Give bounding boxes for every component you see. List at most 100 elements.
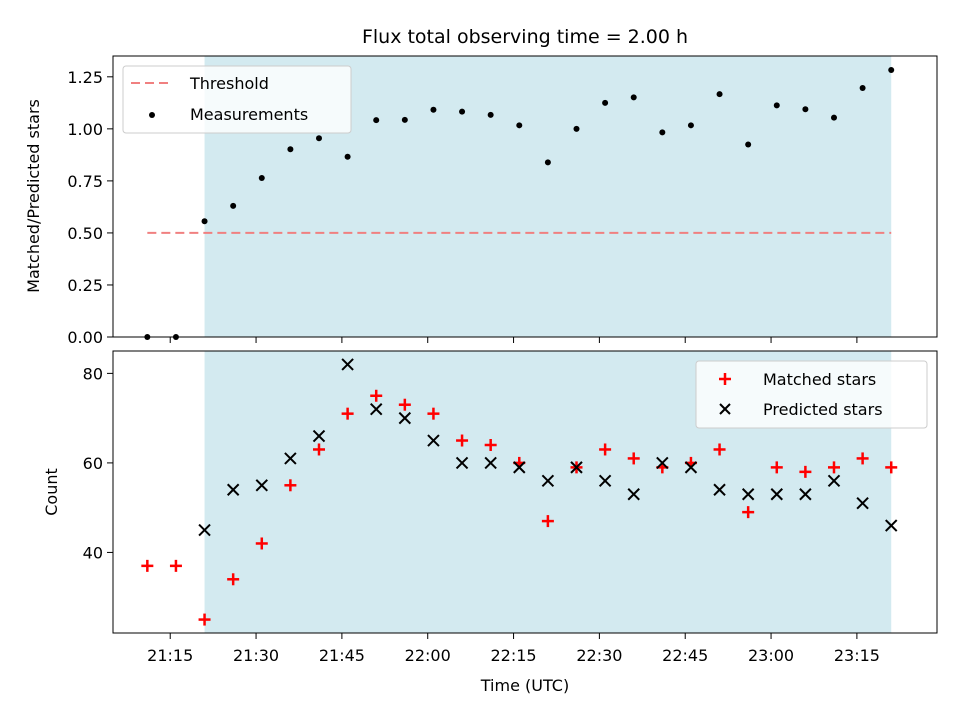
y-tick-label: 0.50 [67,224,103,243]
y-tick-label: 60 [83,454,103,473]
legend-measurements-swatch [149,112,155,118]
predicted-star-point [284,452,297,465]
predicted-star-point [541,474,555,488]
matched-star-point [799,465,812,478]
predicted-star-point [656,456,669,470]
x-tick-label: 22:15 [491,646,537,665]
measurement-point [459,108,466,115]
x-tick-label: 21:30 [233,646,279,665]
measurement-point [401,116,408,123]
measurement-point [258,174,265,181]
matched-star-point [227,573,240,586]
matched-star-point [198,613,211,626]
x-tick-label: 23:15 [834,646,880,665]
bottom-y-axis-label: Count [42,468,61,516]
matched-star-point [856,452,869,465]
measurement-point [773,102,780,109]
legend-threshold-label: Threshold [189,74,269,93]
measurement-point [287,146,294,153]
predicted-star-point [341,358,354,371]
predicted-star-point [570,461,583,474]
matched-star-point [456,434,469,447]
matched-star-point [885,461,898,474]
legend-predicted-swatch [719,403,731,415]
legend-predicted-label: Predicted stars [763,400,883,419]
matched-star-point [627,452,640,465]
measurement-point [802,106,809,113]
measurement-point [544,159,551,166]
bottom-legend: Matched stars Predicted stars [695,360,928,429]
predicted-star-point [713,483,726,496]
x-tick-label: 22:45 [662,646,708,665]
predicted-star-point [484,456,497,470]
x-axis-label: Time (UTC) [480,676,569,695]
bottom-axes-frame [112,350,938,634]
matched-star-point [828,461,840,474]
predicted-star-point [455,456,469,470]
matched-star-point [427,407,440,420]
matched-star-point [770,461,783,474]
predicted-star-point [885,519,898,532]
predicted-star-point [598,474,612,488]
predicted-star-point [627,488,640,501]
measurement-point [888,66,895,73]
y-tick-label: 1.00 [67,120,103,139]
predicted-star-point [856,496,869,510]
chart-title: Flux total observing time = 2.00 h [362,26,688,48]
matched-star-point [284,479,297,492]
predicted-star-point [255,479,268,492]
top-legend: Threshold Measurements [122,65,352,134]
legend-measurements-label: Measurements [190,105,308,124]
top-x-ticks [169,337,858,343]
measurement-point [487,111,494,118]
top-y-axis-label: Matched/Predicted stars [24,99,43,293]
count-points [141,358,898,626]
measurement-point [430,106,437,113]
bottom-panel: 40 60 80 21:15 21:30 21:45 22:00 22:15 22:30 22:… [42,350,938,695]
predicted-star-point [398,411,412,425]
matched-star-point [398,398,411,411]
predicted-star-point [427,434,440,447]
bottom-y-ticks: 40 60 80 [83,364,113,562]
predicted-star-point [827,474,841,488]
y-tick-label: 40 [83,543,103,562]
measurement-point [859,85,866,92]
predicted-star-point [684,461,698,474]
matched-star-point [341,407,354,420]
matched-star-point [541,515,554,528]
measurement-point [316,135,322,142]
measurement-point [745,141,752,148]
measurement-point [373,117,380,124]
top-panel: 0.00 0.25 0.50 0.75 1.00 1.25 Flux total obse… [24,26,938,347]
y-tick-label: 80 [83,364,103,383]
measurement-point [344,153,351,160]
measurement-point [602,99,609,106]
matched-star-point [599,443,612,456]
predicted-star-point [370,402,383,416]
measurement-point [230,202,237,209]
matched-star-point [742,506,755,519]
measurement-point [687,122,694,129]
predicted-star-point [312,429,326,443]
predicted-star-point [226,483,240,496]
matched-star-point [255,537,268,550]
predicted-star-point [799,488,812,501]
top-y-ticks: 0.00 0.25 0.50 0.75 1.00 1.25 [67,68,113,347]
measurement-points [144,66,895,340]
predicted-star-point [741,488,755,501]
measurement-point [659,129,666,136]
y-tick-label: 0.75 [67,172,103,191]
legend-matched-label: Matched stars [763,370,876,389]
matched-star-point [370,389,383,402]
matched-star-point [713,443,726,456]
measurement-point [831,114,837,121]
x-tick-label: 22:00 [405,646,451,665]
x-tick-label: 22:30 [576,646,622,665]
matched-star-point [484,439,497,451]
matched-star-point [169,559,182,572]
measurement-point [201,218,208,225]
x-tick-label: 23:00 [748,646,794,665]
x-tick-label: 21:45 [319,646,365,665]
matched-star-point [141,559,154,572]
